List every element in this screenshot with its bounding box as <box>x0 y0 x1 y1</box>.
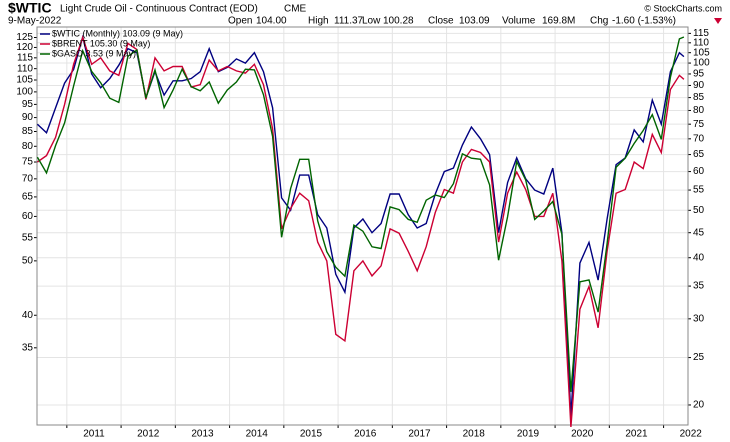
y-tick-label: 55 <box>22 232 34 243</box>
y2-tick-label: 25 <box>693 352 705 363</box>
y-tick-label: 100 <box>16 87 33 98</box>
quote-value: 104.00 <box>256 16 287 27</box>
plot-border <box>36 26 689 426</box>
y2-tick-label: 60 <box>693 166 705 177</box>
y2-tick-label: 95 <box>693 69 705 80</box>
x-tick-label: 2019 <box>517 429 540 440</box>
legend-entry: $GASO 3.53 (9 May) <box>52 48 136 58</box>
x-tick-label: 2013 <box>191 429 214 440</box>
y-tick-label: 80 <box>22 141 34 152</box>
copyright: © StockCharts.com <box>644 3 722 13</box>
x-tick-label: 2021 <box>625 429 648 440</box>
x-tick-label: 2012 <box>137 429 160 440</box>
quote-label: High <box>308 16 329 27</box>
quote-label: Open <box>228 16 252 27</box>
date: 9-May-2022 <box>8 16 62 27</box>
y-tick-label: 90 <box>22 112 34 123</box>
quote-label: Low <box>362 16 381 27</box>
y-tick-label: 120 <box>16 42 33 53</box>
y2-tick-label: 30 <box>693 313 705 324</box>
y2-tick-label: 65 <box>693 149 705 160</box>
y-tick-label: 125 <box>16 32 33 43</box>
y2-tick-label: 80 <box>693 105 705 116</box>
quote-value: 100.28 <box>383 16 414 27</box>
y-tick-label: 95 <box>22 99 34 110</box>
y2-tick-label: 100 <box>693 58 710 69</box>
y-tick-label: 35 <box>22 342 34 353</box>
y-tick-label: 50 <box>22 256 34 267</box>
x-tick-label: 2016 <box>354 429 377 440</box>
x-tick-label: 2018 <box>463 429 486 440</box>
y-tick-label: 65 <box>22 192 34 203</box>
y-tick-label: 85 <box>22 126 34 137</box>
series-line <box>36 35 685 427</box>
y-tick-label: 105 <box>16 75 33 86</box>
y2-tick-label: 85 <box>693 92 705 103</box>
y2-tick-label: 70 <box>693 133 705 144</box>
y-tick-label: 115 <box>17 52 33 63</box>
quote-value: 111.37 <box>334 16 364 27</box>
y2-tick-label: 105 <box>693 47 710 58</box>
y2-tick-label: 110 <box>693 37 709 48</box>
quote-label: Volume <box>502 16 536 27</box>
change-arrow <box>714 18 722 24</box>
quote-label: Close <box>428 16 454 27</box>
y2-tick-label: 40 <box>693 252 705 263</box>
x-tick-label: 2022 <box>680 429 703 440</box>
y2-tick-label: 55 <box>693 185 705 196</box>
x-tick-label: 2017 <box>408 429 431 440</box>
x-tick-label: 2020 <box>571 429 594 440</box>
chart-title: Light Crude Oil - Continuous Contract (E… <box>60 4 258 15</box>
y-tick-label: 110 <box>17 63 33 74</box>
quote-value: 169.8M <box>542 16 575 27</box>
y-tick-label: 60 <box>22 211 34 222</box>
series-line <box>36 36 685 392</box>
exchange: CME <box>284 4 307 15</box>
y-tick-label: 70 <box>22 173 34 184</box>
y2-tick-label: 75 <box>693 119 705 130</box>
y2-tick-label: 35 <box>693 281 705 292</box>
y2-tick-label: 50 <box>693 205 705 216</box>
x-tick-label: 2014 <box>246 429 269 440</box>
y-tick-label: 40 <box>22 310 34 321</box>
quote-value: -1.60 (-1.53%) <box>612 16 676 27</box>
x-tick-label: 2011 <box>83 429 105 440</box>
legend-entry: $BRENT 105.30 (9 May) <box>52 38 150 48</box>
y2-tick-label: 20 <box>693 400 705 411</box>
symbol: $WTIC <box>8 0 52 16</box>
quote-value: 103.09 <box>459 16 490 27</box>
y-tick-label: 75 <box>22 157 34 168</box>
y2-tick-label: 45 <box>693 227 705 238</box>
x-tick-label: 2015 <box>300 429 323 440</box>
y2-tick-label: 90 <box>693 80 705 91</box>
y2-tick-label: 115 <box>693 28 709 39</box>
legend-entry: $WTIC (Monthly) 103.09 (9 May) <box>52 28 183 38</box>
quote-label: Chg <box>590 16 608 27</box>
